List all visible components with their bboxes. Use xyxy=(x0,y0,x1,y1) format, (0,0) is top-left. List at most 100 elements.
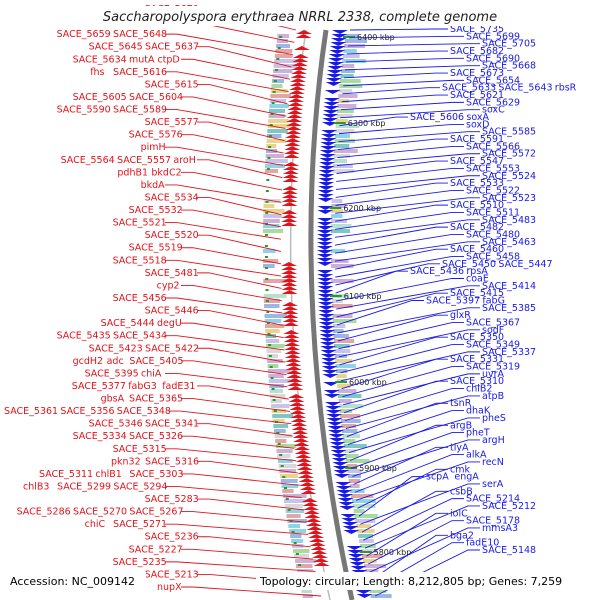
gene-arrow xyxy=(284,134,301,138)
feature-band xyxy=(263,264,275,268)
label-connector xyxy=(181,284,282,302)
gene-arrow xyxy=(287,106,304,110)
gene-marker xyxy=(276,432,280,434)
label-connector xyxy=(351,432,464,469)
gene-arrow xyxy=(288,90,305,94)
label-connector xyxy=(366,512,448,557)
label-connector xyxy=(346,402,448,437)
gene-label: SACE_5511 xyxy=(466,207,520,218)
gene-arrow xyxy=(333,470,350,474)
label-connector xyxy=(341,358,448,390)
gene-label: SACE_5482 xyxy=(450,222,504,233)
gene-label: SACE_5422 xyxy=(145,343,199,354)
feature-band xyxy=(264,324,285,328)
feature-band xyxy=(270,399,282,403)
label-connector xyxy=(181,322,284,339)
label-connector xyxy=(181,511,306,523)
gene-arrow xyxy=(298,478,315,482)
feature-band xyxy=(269,389,283,393)
gene-arrow xyxy=(341,522,358,526)
gene-arrow xyxy=(281,194,298,198)
label-connector xyxy=(165,372,288,388)
label-connector xyxy=(165,486,302,499)
label-connector xyxy=(338,329,480,358)
gene-label: SACE_5520 xyxy=(145,230,199,241)
feature-band xyxy=(265,164,285,168)
label-connector xyxy=(336,153,480,166)
gene-arrow xyxy=(296,462,313,466)
gene-arrow xyxy=(318,178,335,182)
label-connector xyxy=(197,460,298,474)
gene-arrow xyxy=(288,394,305,398)
label-connector xyxy=(165,561,316,572)
gene-marker xyxy=(268,146,272,148)
gene-arrow xyxy=(318,166,335,170)
gene-arrow xyxy=(316,238,333,242)
gene-arrow xyxy=(317,210,334,214)
gene-label: SACE_5668 xyxy=(482,61,536,72)
gene-arrow xyxy=(348,558,365,562)
gene-arrow xyxy=(317,282,334,286)
label-connector xyxy=(344,65,480,71)
gene-label: chiA xyxy=(141,368,162,379)
feature-band xyxy=(265,159,288,163)
feature-band xyxy=(351,499,376,503)
gene-label: fadE31 xyxy=(162,381,195,392)
scale-label: 6200 kbp xyxy=(343,204,381,213)
gene-arrow xyxy=(329,438,346,442)
label-connector xyxy=(344,72,448,79)
gene-label: fhs xyxy=(90,67,104,78)
map-title: Saccharopolyspora erythraea NRRL 2338, c… xyxy=(103,10,497,25)
gene-arrow xyxy=(288,398,305,402)
feature-band xyxy=(264,314,287,318)
gene-arrow xyxy=(320,134,337,138)
gene-marker xyxy=(265,212,269,214)
gene-label: SACE_5435 xyxy=(57,331,111,342)
gene-arrow xyxy=(284,138,301,142)
gene-label: SACE_5456 xyxy=(113,293,167,304)
gene-label: SACE_5178 xyxy=(466,516,520,527)
gene-label: uvrA xyxy=(482,369,505,380)
gene-arrow xyxy=(281,190,298,194)
gene-arrow xyxy=(326,418,343,422)
gene-label: SACE_5341 xyxy=(145,419,199,430)
feature-band xyxy=(266,139,287,143)
gene-arrow xyxy=(318,310,335,314)
feature-band xyxy=(268,109,286,113)
feature-band xyxy=(265,339,280,343)
gene-arrow xyxy=(290,74,307,78)
gene-arrow xyxy=(281,266,298,270)
gene-arrow xyxy=(285,370,302,374)
gene-arrow xyxy=(317,226,334,230)
feature-band xyxy=(340,414,361,418)
label-connector xyxy=(336,300,424,326)
gene-marker xyxy=(264,256,268,258)
gene-label: SACE_5447 xyxy=(498,259,552,270)
feature-band xyxy=(330,259,349,263)
feature-band xyxy=(345,454,359,458)
gene-label: SACE_5414 xyxy=(482,281,536,292)
feature-band xyxy=(263,204,275,208)
gene-label: fadE10 xyxy=(466,538,499,549)
label-connector xyxy=(343,373,480,406)
gene-label: SACE_5213 xyxy=(145,569,199,580)
feature-band xyxy=(337,104,357,108)
gene-label: SACE_5395 xyxy=(85,368,139,379)
gene-label: SACE_5621 xyxy=(450,90,504,101)
gene-arrow xyxy=(322,114,339,118)
gene-arrow xyxy=(331,454,348,458)
gene-marker xyxy=(271,388,275,390)
label-connector xyxy=(197,272,282,289)
feature-band xyxy=(272,74,289,78)
gene-marker xyxy=(266,311,270,313)
label-connector xyxy=(339,116,408,127)
gene-arrow xyxy=(283,338,300,342)
gene-arrow xyxy=(303,510,320,514)
gene-arrow xyxy=(319,330,336,334)
gene-arrow xyxy=(328,430,345,434)
gene-arrow xyxy=(316,234,333,238)
gene-label: alkA xyxy=(466,450,487,461)
gene-label: SACE_5616 xyxy=(113,67,167,78)
feature-band xyxy=(266,144,277,148)
gene-marker xyxy=(265,289,269,291)
